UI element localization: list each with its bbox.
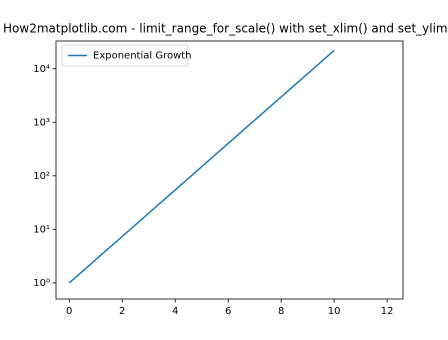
- x-tick-label: 0: [66, 306, 72, 317]
- y-tick-label: 10¹: [33, 224, 50, 235]
- x-tick-label: 2: [119, 306, 125, 317]
- legend-label: Exponential Growth: [93, 51, 192, 62]
- y-tick-label: 10²: [33, 171, 50, 182]
- y-tick-label: 10⁴: [33, 64, 50, 75]
- x-tick-label: 6: [225, 306, 231, 317]
- axes-frame: [55, 40, 404, 300]
- line-series: [68, 49, 335, 284]
- legend-box: [61, 44, 189, 67]
- chart-title: How2matplotlib.com - limit_range_for_sca…: [3, 22, 448, 36]
- y-tick-label: 10³: [33, 117, 50, 128]
- x-tick-label: 10: [328, 306, 341, 317]
- y-tick-label: 10⁰: [33, 278, 50, 289]
- x-tick-label: 8: [278, 306, 284, 317]
- x-tick-label: 12: [381, 306, 394, 317]
- x-tick-label: 4: [172, 306, 178, 317]
